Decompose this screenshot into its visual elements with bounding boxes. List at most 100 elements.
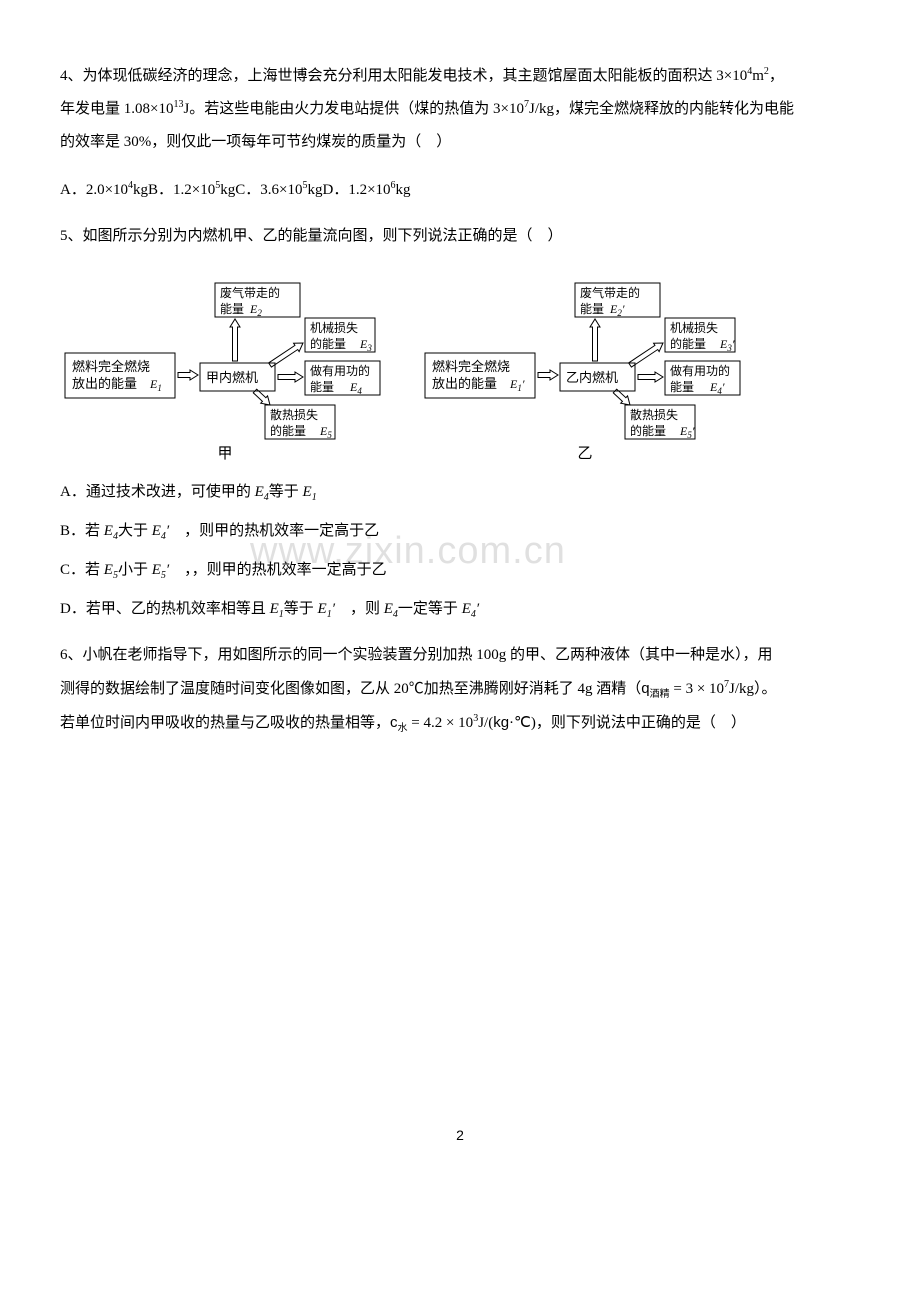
q6-c: c [390,714,398,731]
q6-kg: kg [493,714,509,731]
q5d-t1: D．若甲、乙的热机效率相等且 [60,601,270,617]
q6-num: 6、 [60,647,83,663]
svg-text:的能量: 的能量 [310,336,346,351]
svg-text:E1′: E1′ [509,377,525,393]
q4-optC-post: kg [307,182,322,198]
svg-text:废气带走的: 废气带走的 [220,285,280,300]
svg-text:乙: 乙 [577,446,592,462]
svg-text:做有用功的: 做有用功的 [670,363,730,378]
question-5: 5、如图所示分别为内燃机甲、乙的能量流向图，则下列说法正确的是（ ） [60,220,860,253]
q6-t7: J/( [478,715,493,731]
q5b-e4p: E [152,523,161,539]
svg-text:E1: E1 [149,377,162,393]
q5a-e4: E [255,484,264,500]
q4-optA-pre: A．2.0×10 [60,182,128,198]
svg-text:散热损失: 散热损失 [270,407,318,422]
q5d-mid3: 一定等于 [398,601,462,617]
q4-optA-post: kg [133,182,148,198]
svg-text:的能量: 的能量 [630,423,666,438]
svg-text:乙内燃机: 乙内燃机 [566,370,618,385]
svg-text:E5: E5 [319,424,332,440]
svg-text:做有用功的: 做有用功的 [310,363,370,378]
q5c-e5: E [104,562,113,578]
q5b-t1: B．若 [60,523,104,539]
svg-text:放出的能量: 放出的能量 [432,376,497,391]
q6-t8: ·℃) [509,715,536,731]
q5d-e4p: E [462,601,471,617]
q4-options: A．2.0×104kgB．1.2×105kgC．3.6×105kgD．1.2×1… [60,171,860,210]
q6-t1: 小帆在老师指导下，用如图所示的同一个实验装置分别加热 100g 的甲、乙两种液体… [83,647,773,663]
q6-t2: 测得的数据绘制了温度随时间变化图像如图，乙从 20℃加热至沸腾刚好消耗了 4g … [60,681,641,697]
q5d-e1p: E [318,601,327,617]
q4-optB-pre: B．1.2×10 [148,182,215,198]
q6-qsub: 酒精 [650,689,670,700]
q5-optD: D．若甲、乙的热机效率相等且 E1等于 E1′ ，则 E4一定等于 E4′ [60,590,860,629]
q5a-mid: 等于 [269,484,303,500]
svg-text:燃料完全燃烧: 燃料完全燃烧 [432,359,510,374]
page-number: 2 [60,1120,860,1151]
svg-text:机械损失: 机械损失 [670,320,718,335]
q4-optD-pre: D．1.2×10 [322,182,390,198]
q5a-e1s: 1 [312,492,317,503]
q5c-mid: 小于 [118,562,152,578]
q5b-e4: E [104,523,113,539]
svg-text:的能量: 的能量 [270,423,306,438]
svg-text:E3: E3 [359,337,372,353]
svg-text:甲: 甲 [217,446,232,462]
q6-t9: ，则下列说法中正确的是（ ） [536,715,746,731]
diagram-svg: 燃料完全燃烧放出的能量E1甲内燃机废气带走的能量E2机械损失的能量E3做有用功的… [60,273,780,463]
svg-text:能量: 能量 [580,302,604,316]
q6-t3: = 3 × 10 [670,681,724,697]
q4-comma: ， [769,68,784,84]
q4-text4: J/kg，煤完全燃烧释放的内能转化为电能 [529,101,794,117]
svg-text:散热损失: 散热损失 [630,407,678,422]
q5-optA: A．通过技术改进，可使甲的 E4等于 E1 [60,473,860,512]
svg-text:机械损失: 机械损失 [310,320,358,335]
q4-optC-pre: C．3.6×10 [235,182,302,198]
q5-optC: C．若 E5小于 E5′ ，，则甲的热机效率一定高于乙 [60,551,860,590]
q5-text: 如图所示分别为内燃机甲、乙的能量流向图，则下列说法正确的是（ ） [83,228,563,244]
q5c-post: ，，则甲的热机效率一定高于乙 [169,562,387,578]
q5-optB: B．若 E4大于 E4′ ，则甲的热机效率一定高于乙 www.zixin.com… [60,512,860,551]
q5c-t1: C．若 [60,562,104,578]
q6-t6: = 4.2 × 10 [408,715,474,731]
q5-num: 5、 [60,228,83,244]
q4-text3: J。若这些电能由火力发电站提供（煤的热值为 3×10 [183,101,524,117]
svg-text:废气带走的: 废气带走的 [580,285,640,300]
q4-optD-post: kg [396,182,411,198]
svg-text:燃料完全燃烧: 燃料完全燃烧 [72,359,150,374]
q4-optB-post: kg [220,182,235,198]
q5b-post: ，则甲的热机效率一定高于乙 [169,523,379,539]
question-6: 6、小帆在老师指导下，用如图所示的同一个实验装置分别加热 100g 的甲、乙两种… [60,639,860,740]
energy-diagram: 燃料完全燃烧放出的能量E1甲内燃机废气带走的能量E2机械损失的能量E3做有用功的… [60,273,860,463]
svg-text:能量: 能量 [220,302,244,316]
q4-exp2: 13 [173,99,183,110]
q5b-mid: 大于 [118,523,152,539]
q4-text: 为体现低碳经济的理念，上海世博会充分利用太阳能发电技术，其主题馆屋面太阳能板的面… [83,68,748,84]
q4-text5: 的效率是 30%，则仅此一项每年可节约煤炭的质量为（ ） [60,134,451,150]
q5c-e5p: E [152,562,161,578]
q5d-e4: E [384,601,393,617]
svg-text:能量: 能量 [670,380,694,394]
q5d-e1: E [270,601,279,617]
svg-text:E4: E4 [349,380,362,396]
q5a-e1: E [303,484,312,500]
q4-text2: 年发电量 1.08×10 [60,101,173,117]
q4-m: m [752,68,764,84]
svg-text:E3′: E3′ [719,337,735,353]
q5-options: A．通过技术改进，可使甲的 E4等于 E1 B．若 E4大于 E4′ ，则甲的热… [60,473,860,629]
q6-q: q [641,680,649,697]
svg-text:甲内燃机: 甲内燃机 [206,370,258,385]
svg-text:能量: 能量 [310,380,334,394]
svg-text:E2′: E2′ [609,302,625,318]
question-4: 4、为体现低碳经济的理念，上海世博会充分利用太阳能发电技术，其主题馆屋面太阳能板… [60,60,860,159]
q6-t5: 若单位时间内甲吸收的热量与乙吸收的热量相等， [60,715,390,731]
q5d-mid1: 等于 [284,601,318,617]
svg-text:放出的能量: 放出的能量 [72,376,137,391]
q5a-t1: A．通过技术改进，可使甲的 [60,484,255,500]
q6-t4: J/kg）。 [729,681,777,697]
q4-num: 4、 [60,68,83,84]
svg-text:的能量: 的能量 [670,336,706,351]
svg-text:E4′: E4′ [709,380,725,396]
q6-csub: 水 [398,723,408,734]
